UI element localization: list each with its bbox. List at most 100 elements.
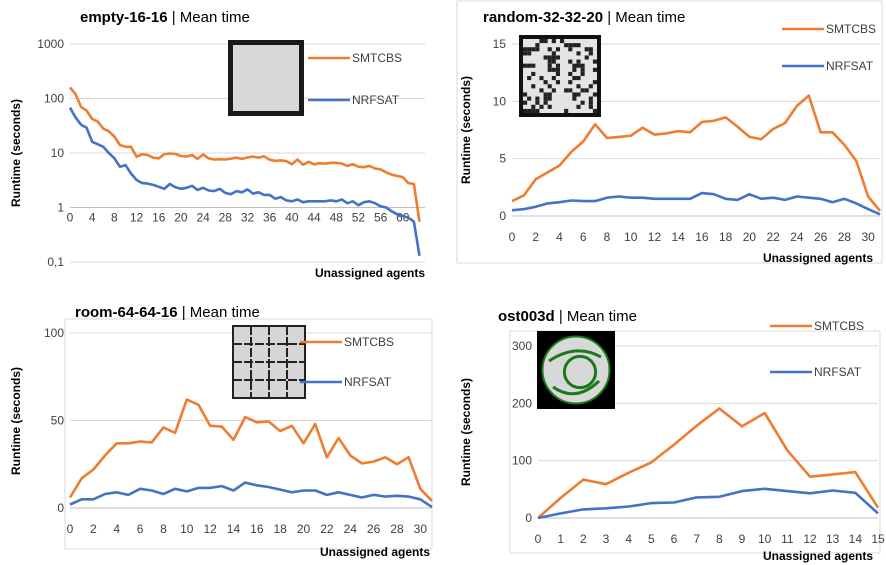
x-tick-label: 40: [285, 211, 299, 225]
x-tick-label: 22: [766, 230, 780, 244]
map-obstacle: [572, 92, 577, 97]
map-obstacle: [584, 88, 589, 93]
x-tick-label: 5: [648, 532, 655, 546]
map-obstacle: [547, 67, 552, 72]
x-tick-label: 26: [367, 522, 381, 536]
chart-title: empty-16-16 | Mean time: [80, 9, 250, 26]
series-line-smtcbs: [537, 407, 880, 519]
y-tick-label: 15: [493, 37, 507, 51]
x-tick-label: 0: [535, 532, 542, 546]
legend-label-nrfsat: NRFSAT: [352, 93, 400, 107]
x-tick-label: 0: [67, 211, 74, 225]
x-tick-label: 28: [219, 211, 233, 225]
map-obstacle: [535, 96, 540, 101]
x-tick-label: 16: [250, 522, 264, 536]
map-obstacle: [539, 76, 544, 81]
x-tick-label: 0: [67, 522, 74, 536]
x-tick-label: 18: [719, 230, 733, 244]
x-tick-label: 10: [180, 522, 194, 536]
map-obstacle: [527, 47, 532, 52]
x-tick-label: 28: [838, 230, 852, 244]
map-obstacle: [551, 67, 556, 72]
map-obstacle: [588, 104, 593, 109]
map-obstacle: [584, 55, 589, 60]
chart-border: [456, 0, 883, 264]
x-tick-label: 4: [625, 532, 632, 546]
map-obstacle: [543, 55, 548, 60]
x-tick-label: 2: [532, 230, 539, 244]
map-obstacle: [588, 84, 593, 89]
map-obstacle: [584, 47, 589, 52]
x-tick-label: 56: [374, 211, 388, 225]
chart-title-suffix: | Mean time: [178, 304, 260, 321]
x-tick-label: 6: [671, 532, 678, 546]
map-obstacle: [572, 43, 577, 48]
x-tick-label: 14: [672, 230, 686, 244]
y-tick-label: 10: [51, 146, 65, 160]
x-tick-label: 20: [743, 230, 757, 244]
map-obstacle: [527, 108, 532, 113]
map-obstacle: [547, 63, 552, 68]
y-axis-label: Runtime (seconds): [9, 99, 23, 207]
y-tick-label: 1000: [37, 37, 64, 51]
x-tick-label: 6: [580, 230, 587, 244]
map-obstacle: [568, 59, 573, 64]
map-obstacle: [548, 349, 602, 363]
y-tick-label: 0: [525, 511, 532, 525]
map-obstacle: [580, 67, 585, 72]
x-tick-label: 24: [196, 211, 210, 225]
x-tick-label: 20: [174, 211, 188, 225]
map-obstacle: [543, 92, 548, 97]
map-obstacle: [523, 100, 528, 105]
map-obstacle: [564, 43, 569, 48]
series-line-nrfsat: [511, 191, 881, 216]
map-obstacle: [551, 55, 556, 60]
map-obstacle: [568, 71, 573, 76]
x-tick-label: 3: [603, 532, 610, 546]
x-tick-label: 6: [137, 522, 144, 536]
y-tick-label: 200: [512, 396, 532, 410]
map-obstacle: [527, 63, 532, 68]
map-obstacle: [572, 67, 577, 72]
map-obstacle: [531, 71, 536, 76]
room-grid-map: [232, 325, 306, 399]
y-tick-label: 100: [512, 454, 532, 468]
series-line-nrfsat: [537, 487, 879, 520]
x-tick-label: 10: [758, 532, 772, 546]
map-obstacle: [551, 76, 556, 81]
x-tick-label: 24: [344, 522, 358, 536]
series-line-smtcbs: [511, 94, 881, 212]
map-floor: [233, 45, 299, 111]
chart-title: room-64-64-16 | Mean time: [75, 304, 260, 321]
map-obstacle: [539, 88, 544, 93]
x-axis-label: Unassigned agents: [320, 545, 430, 559]
x-tick-label: 8: [604, 230, 611, 244]
x-tick-label: 30: [414, 522, 428, 536]
map-obstacle: [555, 55, 560, 60]
map-obstacle: [551, 59, 556, 64]
series-line-smtcbs: [68, 398, 433, 502]
chart-title-name: ost003d: [498, 308, 555, 325]
legend-label-smtcbs: SMTCBS: [344, 335, 394, 349]
x-tick-label: 22: [320, 522, 334, 536]
x-tick-label: 10: [624, 230, 638, 244]
map-obstacle: [531, 47, 536, 52]
x-tick-label: 8: [111, 211, 118, 225]
map-obstacle: [523, 51, 528, 56]
map-obstacle: [555, 47, 560, 52]
chart-title-suffix: | Mean time: [168, 9, 250, 26]
x-tick-label: 20: [297, 522, 311, 536]
map-obstacle: [572, 96, 577, 101]
map-obstacle: [523, 47, 528, 52]
x-tick-label: 2: [90, 522, 97, 536]
map-obstacle: [588, 96, 593, 101]
map-obstacle: [564, 108, 569, 113]
map-obstacle: [592, 92, 597, 97]
x-axis-label: Unassigned agents: [315, 266, 425, 280]
map-obstacle: [547, 59, 552, 64]
map-obstacle: [555, 63, 560, 68]
y-axis-label: Runtime (seconds): [459, 76, 473, 184]
map-obstacle: [523, 108, 528, 113]
series-line-nrfsat: [68, 106, 421, 257]
